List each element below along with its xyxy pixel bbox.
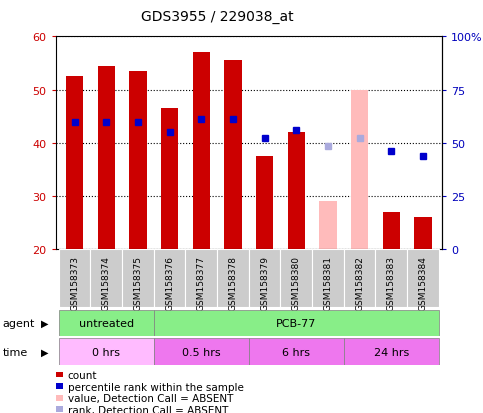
Bar [414,218,432,250]
Text: untreated: untreated [79,318,134,328]
Bar [217,250,249,308]
Bar [59,250,90,308]
Bar [154,339,249,366]
Bar [249,339,344,366]
Bar [319,202,337,250]
Bar [344,250,375,308]
Text: PCB-77: PCB-77 [276,318,316,328]
Bar [375,250,407,308]
Bar [312,250,344,308]
Text: GSM158378: GSM158378 [228,256,238,311]
Bar [161,109,178,250]
Text: 0.5 hrs: 0.5 hrs [182,347,221,357]
Bar [66,77,83,250]
Bar [57,395,63,401]
Bar [287,133,305,250]
Text: 24 hrs: 24 hrs [374,347,409,357]
Bar [154,310,439,337]
Bar [129,72,147,250]
Bar [98,66,115,250]
Text: 6 hrs: 6 hrs [282,347,310,357]
Bar [59,339,154,366]
Text: ▶: ▶ [41,347,49,357]
Bar [224,61,242,250]
Text: 0 hrs: 0 hrs [92,347,120,357]
Bar [154,250,185,308]
Bar [57,406,63,412]
Text: agent: agent [2,318,35,328]
Bar [344,339,439,366]
Bar [122,250,154,308]
Text: GSM158380: GSM158380 [292,256,301,311]
Bar [90,250,122,308]
Bar [256,157,273,250]
Text: GSM158382: GSM158382 [355,256,364,311]
Text: GSM158373: GSM158373 [70,256,79,311]
Bar [281,250,312,308]
Text: ▶: ▶ [41,318,49,328]
Bar [57,383,63,389]
Text: GSM158376: GSM158376 [165,256,174,311]
Text: GSM158384: GSM158384 [418,256,427,311]
Text: GSM158374: GSM158374 [102,256,111,311]
Text: count: count [68,370,97,380]
Bar [383,213,400,250]
Bar [59,310,154,337]
Text: value, Detection Call = ABSENT: value, Detection Call = ABSENT [68,393,233,403]
Text: percentile rank within the sample: percentile rank within the sample [68,382,243,392]
Text: GSM158377: GSM158377 [197,256,206,311]
Text: GSM158383: GSM158383 [387,256,396,311]
Bar [351,90,369,250]
Text: GSM158379: GSM158379 [260,256,269,311]
Text: GSM158381: GSM158381 [324,256,332,311]
Bar [407,250,439,308]
Bar [57,372,63,377]
Bar [193,53,210,250]
Bar [185,250,217,308]
Text: GDS3955 / 229038_at: GDS3955 / 229038_at [141,10,294,24]
Text: GSM158375: GSM158375 [133,256,142,311]
Bar [249,250,281,308]
Text: rank, Detection Call = ABSENT: rank, Detection Call = ABSENT [68,405,228,413]
Text: time: time [2,347,28,357]
